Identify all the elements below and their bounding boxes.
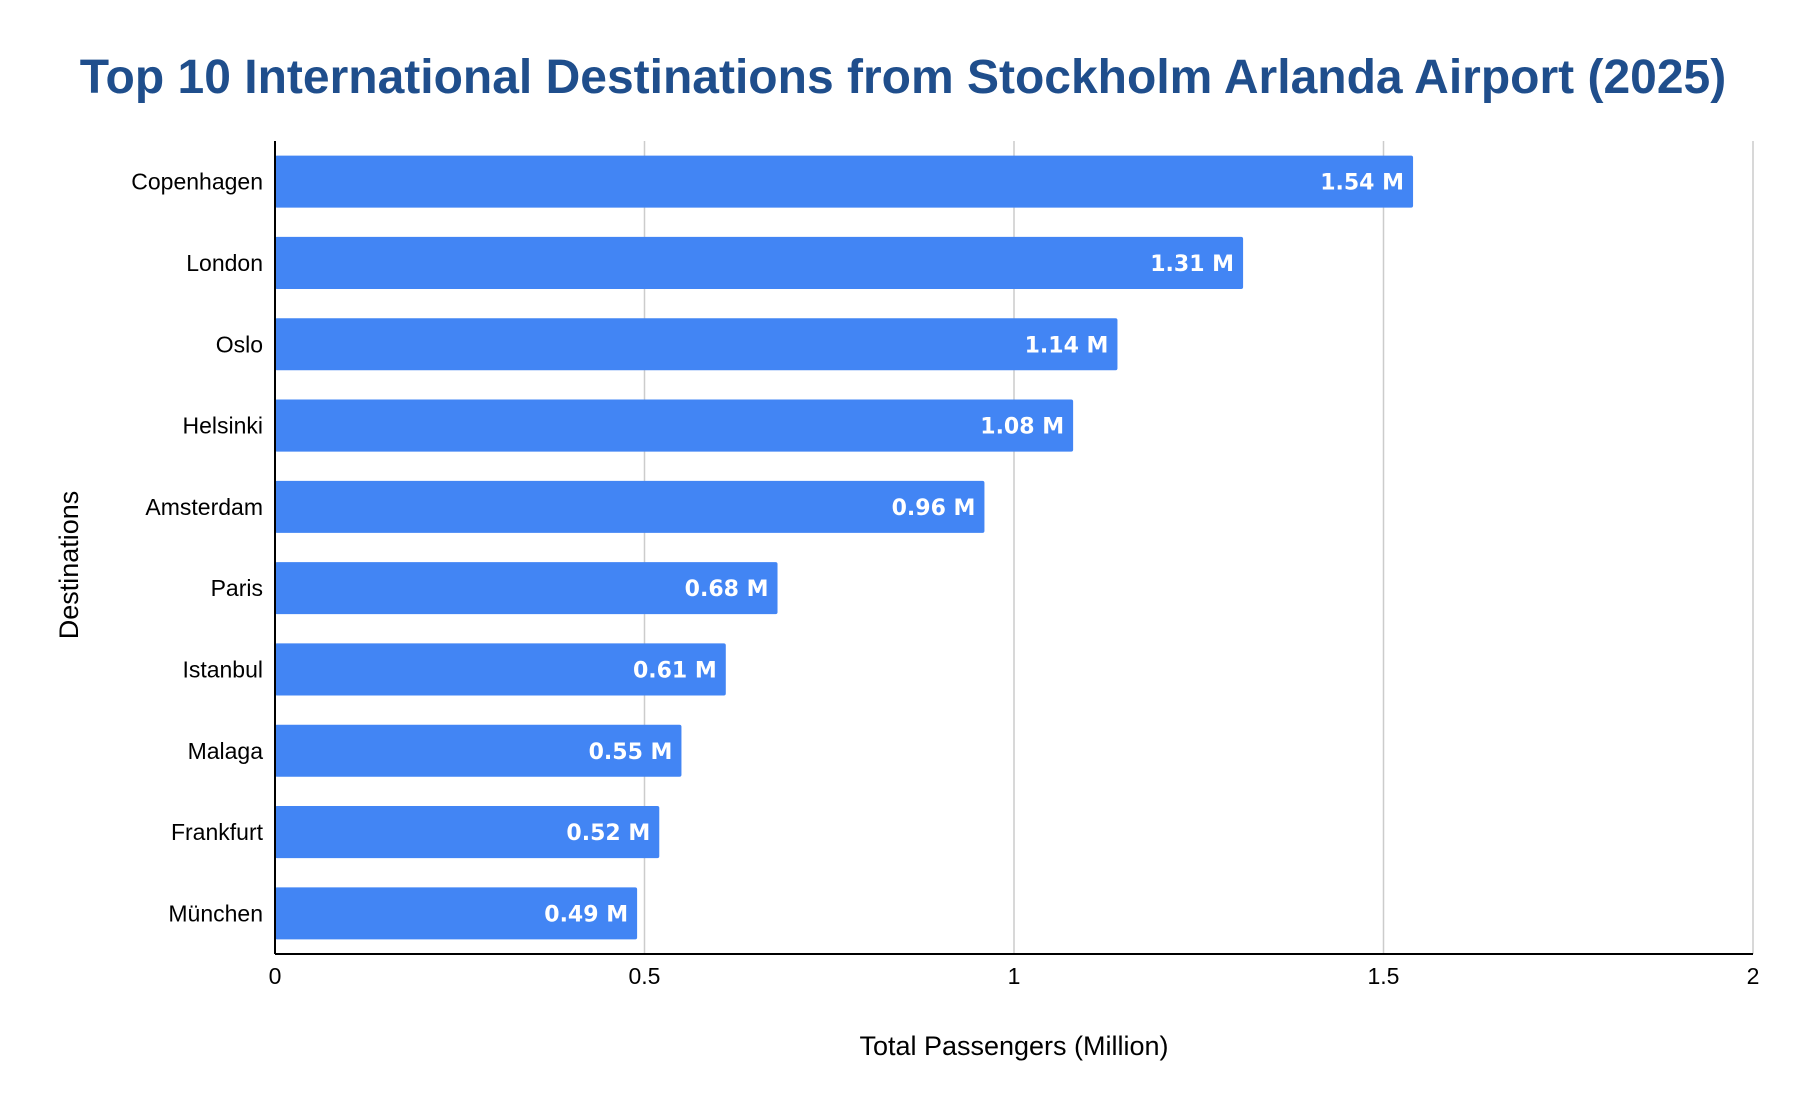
bar bbox=[275, 236, 1244, 289]
bar bbox=[275, 724, 682, 777]
y-tick-label: Oslo bbox=[216, 331, 263, 357]
y-tick-label: Paris bbox=[211, 575, 263, 601]
x-tick-label: 0.5 bbox=[629, 963, 661, 989]
bar bbox=[275, 887, 638, 940]
x-tick-label: 1 bbox=[1008, 963, 1021, 989]
bar bbox=[275, 318, 1118, 371]
x-tick-label: 2 bbox=[1747, 963, 1760, 989]
data-label: 0.55 M bbox=[589, 740, 673, 765]
y-tick-label: Helsinki bbox=[182, 413, 263, 439]
bar bbox=[275, 399, 1074, 452]
y-tick-labels: Copenhagen London Oslo Helsinki Amsterdam Par… bbox=[131, 169, 263, 927]
data-label: 0.68 M bbox=[685, 577, 769, 602]
y-tick-label: Amsterdam bbox=[145, 494, 263, 520]
data-label: 0.61 M bbox=[633, 658, 717, 683]
bar bbox=[275, 806, 660, 859]
chart-title: Top 10 International Destinations from S… bbox=[80, 51, 1726, 104]
x-tick-label: 0 bbox=[269, 963, 282, 989]
data-label: 1.08 M bbox=[980, 415, 1064, 440]
y-tick-label: Malaga bbox=[188, 738, 264, 764]
data-label: 0.49 M bbox=[544, 902, 628, 927]
axes bbox=[274, 141, 1753, 955]
bar bbox=[275, 480, 985, 533]
bars: 1.54 M 1.31 M 1.14 M 1.08 M 0.96 M 0.68 M 0.61… bbox=[275, 155, 1414, 940]
y-tick-label: München bbox=[168, 900, 263, 926]
y-tick-label: Istanbul bbox=[182, 656, 263, 682]
x-tick-labels: 0 0.5 1 1.5 2 bbox=[269, 963, 1760, 989]
data-label: 1.14 M bbox=[1025, 333, 1109, 358]
bar bbox=[275, 155, 1414, 208]
bar bbox=[275, 562, 778, 615]
y-tick-label: Frankfurt bbox=[171, 819, 264, 845]
y-axis-title: Destinations bbox=[54, 491, 84, 640]
bar bbox=[275, 643, 726, 696]
data-label: 1.31 M bbox=[1150, 252, 1234, 277]
data-label: 0.96 M bbox=[892, 496, 976, 521]
x-axis-title: Total Passengers (Million) bbox=[859, 1031, 1168, 1061]
y-tick-label: Copenhagen bbox=[131, 169, 263, 195]
data-label: 0.52 M bbox=[566, 821, 650, 846]
x-tick-label: 1.5 bbox=[1368, 963, 1400, 989]
data-label: 1.54 M bbox=[1320, 171, 1404, 196]
y-tick-label: London bbox=[186, 250, 263, 276]
